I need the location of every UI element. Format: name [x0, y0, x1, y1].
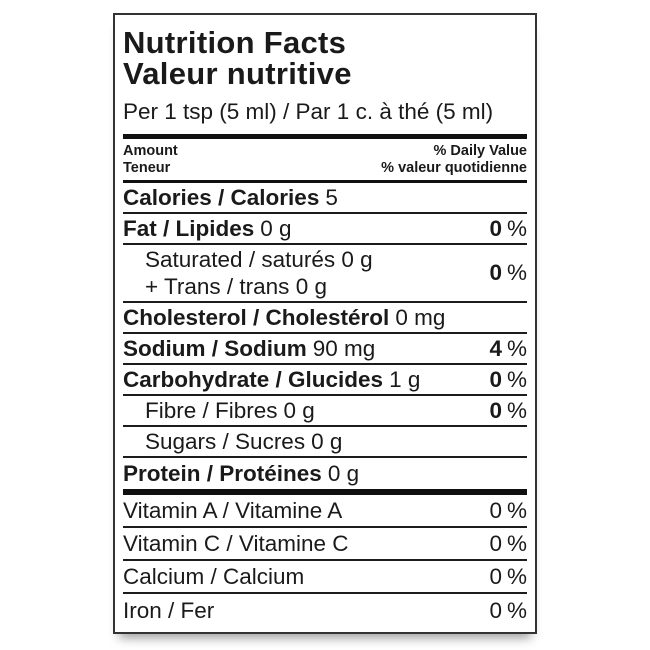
nutrient-row-sugars: Sugars / Sucres 0 g [123, 427, 527, 458]
header-daily-value-fr: % valeur quotidienne [381, 160, 527, 176]
nutrient-row-vitamin-c: Vitamin C / Vitamine C 0% [123, 528, 527, 561]
thick-divider-middle [123, 489, 527, 495]
calcium-label: Calcium / Calcium [123, 563, 305, 589]
protein-label: Protein / Protéines [123, 460, 322, 486]
calories-label: Calories / Calories [123, 184, 320, 210]
sugars-value: 0 g [311, 428, 343, 454]
saturated-label: Saturated / saturés 0 g [145, 247, 373, 272]
nutrient-row-saturated-trans: Saturated / saturés 0 g + Trans / trans … [123, 245, 527, 303]
fat-daily-value: 0% [489, 215, 527, 241]
fibre-label: Fibre / Fibres [145, 397, 278, 423]
nutrient-row-calcium: Calcium / Calcium 0% [123, 561, 527, 594]
trans-label: + Trans / trans 0 g [145, 274, 327, 299]
amount-dv-header: Amount % Daily Value Teneur % valeur quo… [123, 139, 527, 180]
iron-label: Iron / Fer [123, 597, 215, 623]
calories-value: 5 [325, 184, 338, 210]
fat-label: Fat / Lipides [123, 215, 255, 241]
thick-divider-top [123, 134, 527, 139]
vitamin-c-label: Vitamin C / Vitamine C [123, 530, 349, 556]
carbohydrate-label: Carbohydrate / Glucides [123, 366, 384, 392]
carbohydrate-daily-value: 0% [489, 366, 527, 392]
carbohydrate-value: 1 g [389, 366, 421, 392]
sodium-value: 90 mg [312, 335, 376, 361]
cholesterol-value: 0 mg [395, 304, 446, 330]
nutrient-row-protein: Protein / Protéines 0 g [123, 458, 527, 489]
label-title: Nutrition Facts Valeur nutritive [123, 15, 527, 89]
vitamin-c-daily-value: 0% [489, 530, 527, 556]
nutrient-row-fat: Fat / Lipides 0 g 0% [123, 214, 527, 245]
calcium-daily-value: 0% [489, 563, 527, 589]
fibre-daily-value: 0% [489, 397, 527, 423]
protein-value: 0 g [327, 460, 360, 486]
label-title-en: Nutrition Facts [123, 25, 347, 60]
fat-value: 0 g [260, 215, 292, 241]
vitamin-a-label: Vitamin A / Vitamine A [123, 497, 343, 523]
header-amount-fr: Teneur [123, 160, 171, 176]
fibre-value: 0 g [283, 397, 315, 423]
nutrient-row-vitamin-a: Vitamin A / Vitamine A 0% [123, 495, 527, 528]
iron-daily-value: 0% [489, 597, 527, 623]
nutrient-row-cholesterol: Cholesterol / Cholestérol 0 mg [123, 303, 527, 334]
nutrient-row-carbohydrate: Carbohydrate / Glucides 1 g 0% [123, 365, 527, 396]
sugars-label: Sugars / Sucres [145, 428, 306, 454]
nutrition-label: Nutrition Facts Valeur nutritive Per 1 t… [113, 13, 537, 634]
vitamin-a-daily-value: 0% [489, 497, 527, 523]
label-title-fr: Valeur nutritive [123, 56, 352, 91]
nutrient-row-sodium: Sodium / Sodium 90 mg 4% [123, 334, 527, 365]
sodium-label: Sodium / Sodium [123, 335, 307, 361]
nutrient-row-fibre: Fibre / Fibres 0 g 0% [123, 396, 527, 427]
header-divider [123, 180, 527, 183]
nutrient-row-calories: Calories / Calories 5 [123, 183, 527, 214]
header-daily-value-en: % Daily Value [433, 143, 528, 159]
saturated-trans-daily-value: 0% [489, 260, 527, 285]
cholesterol-label: Cholesterol / Cholestérol [123, 304, 390, 330]
sodium-daily-value: 4% [489, 335, 527, 361]
nutrient-row-iron: Iron / Fer 0% [123, 594, 527, 627]
header-amount-en: Amount [123, 143, 178, 159]
serving-size: Per 1 tsp (5 ml) / Par 1 c. à thé (5 ml) [123, 99, 494, 124]
